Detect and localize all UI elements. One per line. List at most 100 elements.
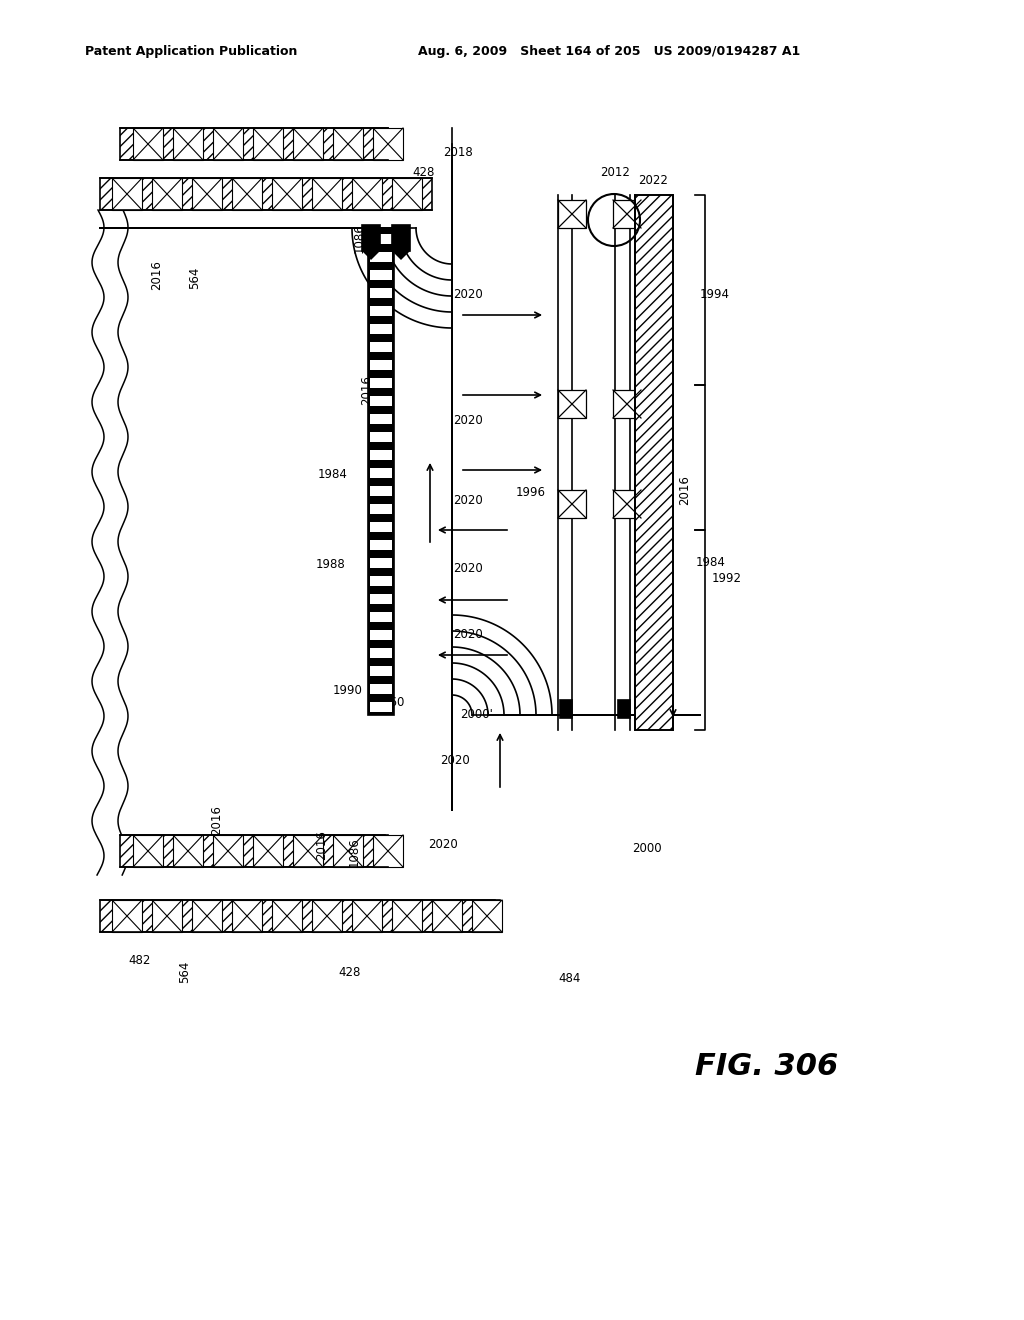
Bar bbox=[133, 128, 163, 160]
Polygon shape bbox=[362, 251, 380, 260]
Bar bbox=[120, 128, 388, 160]
Bar bbox=[293, 836, 323, 867]
Text: Aug. 6, 2009   Sheet 164 of 205   US 2009/0194287 A1: Aug. 6, 2009 Sheet 164 of 205 US 2009/01… bbox=[418, 45, 800, 58]
Bar bbox=[370, 234, 392, 244]
Bar bbox=[370, 702, 392, 711]
Bar bbox=[370, 360, 392, 370]
Bar bbox=[370, 486, 392, 496]
Bar bbox=[193, 900, 222, 932]
Text: 2016: 2016 bbox=[315, 830, 328, 859]
Bar bbox=[373, 836, 403, 867]
Bar bbox=[370, 396, 392, 407]
Text: 1086: 1086 bbox=[353, 223, 366, 253]
Text: 428: 428 bbox=[412, 165, 434, 178]
Bar bbox=[120, 836, 385, 867]
Bar bbox=[253, 128, 283, 160]
Bar bbox=[312, 900, 342, 932]
Bar bbox=[432, 900, 462, 932]
Text: 2020: 2020 bbox=[440, 754, 470, 767]
Bar bbox=[333, 128, 362, 160]
Text: 2020: 2020 bbox=[453, 413, 482, 426]
Bar bbox=[253, 836, 283, 867]
Bar bbox=[370, 378, 392, 388]
Bar bbox=[370, 540, 392, 550]
Bar bbox=[272, 900, 302, 932]
Text: 484: 484 bbox=[558, 972, 581, 985]
Text: 2020: 2020 bbox=[428, 838, 458, 851]
Bar bbox=[370, 576, 392, 586]
Text: 2016: 2016 bbox=[150, 260, 163, 290]
Bar bbox=[558, 201, 586, 228]
Bar bbox=[370, 432, 392, 442]
Bar bbox=[370, 450, 392, 459]
Text: 2016: 2016 bbox=[360, 375, 373, 405]
Text: 564: 564 bbox=[188, 267, 201, 289]
Bar bbox=[370, 342, 392, 352]
Text: 1996: 1996 bbox=[516, 487, 546, 499]
Bar bbox=[635, 195, 673, 730]
Bar bbox=[152, 178, 182, 210]
Text: 2020: 2020 bbox=[453, 561, 482, 574]
Bar bbox=[272, 178, 302, 210]
Bar bbox=[370, 521, 392, 532]
Bar bbox=[352, 178, 382, 210]
Bar bbox=[370, 667, 392, 676]
Text: 460: 460 bbox=[382, 697, 404, 710]
Bar bbox=[112, 178, 142, 210]
Text: 2022: 2022 bbox=[638, 173, 668, 186]
Text: 2016: 2016 bbox=[210, 805, 223, 836]
Bar bbox=[370, 288, 392, 298]
Bar bbox=[370, 469, 392, 478]
Bar bbox=[370, 271, 392, 280]
Bar bbox=[112, 900, 142, 932]
Bar bbox=[370, 612, 392, 622]
Text: FIG. 306: FIG. 306 bbox=[695, 1052, 839, 1081]
Bar bbox=[392, 900, 422, 932]
Text: 2020: 2020 bbox=[453, 494, 482, 507]
Bar bbox=[352, 900, 382, 932]
Bar bbox=[368, 228, 394, 715]
Text: 482: 482 bbox=[128, 953, 151, 966]
Bar bbox=[213, 128, 243, 160]
Bar bbox=[558, 490, 586, 517]
Text: 2018: 2018 bbox=[443, 145, 473, 158]
Bar bbox=[635, 195, 673, 730]
Text: 428: 428 bbox=[338, 965, 360, 978]
Bar bbox=[173, 836, 203, 867]
Bar bbox=[370, 684, 392, 694]
Bar bbox=[293, 128, 323, 160]
Bar bbox=[613, 201, 641, 228]
Text: 2000': 2000' bbox=[460, 709, 493, 722]
Bar bbox=[370, 558, 392, 568]
Text: 1984: 1984 bbox=[318, 469, 348, 482]
Bar bbox=[370, 630, 392, 640]
Text: Patent Application Publication: Patent Application Publication bbox=[85, 45, 297, 58]
Bar bbox=[370, 306, 392, 315]
Text: 1988: 1988 bbox=[316, 558, 346, 572]
Bar bbox=[370, 648, 392, 657]
Bar bbox=[173, 128, 203, 160]
Bar bbox=[618, 700, 630, 718]
Bar bbox=[370, 594, 392, 605]
Text: 1994: 1994 bbox=[700, 289, 730, 301]
Bar bbox=[472, 900, 502, 932]
Bar bbox=[193, 178, 222, 210]
Text: 1990: 1990 bbox=[333, 684, 362, 697]
Bar bbox=[100, 900, 495, 932]
Bar bbox=[613, 490, 641, 517]
Bar bbox=[213, 836, 243, 867]
Text: 2016: 2016 bbox=[678, 475, 691, 506]
Bar bbox=[613, 389, 641, 418]
Bar bbox=[392, 178, 422, 210]
Bar bbox=[312, 178, 342, 210]
Text: 2012: 2012 bbox=[600, 165, 630, 178]
Bar bbox=[232, 900, 262, 932]
Bar bbox=[152, 900, 182, 932]
Bar bbox=[232, 178, 262, 210]
Text: 1984: 1984 bbox=[696, 556, 726, 569]
Bar bbox=[370, 414, 392, 424]
Bar bbox=[362, 224, 380, 251]
Bar bbox=[370, 323, 392, 334]
Bar bbox=[558, 389, 586, 418]
Bar bbox=[333, 836, 362, 867]
